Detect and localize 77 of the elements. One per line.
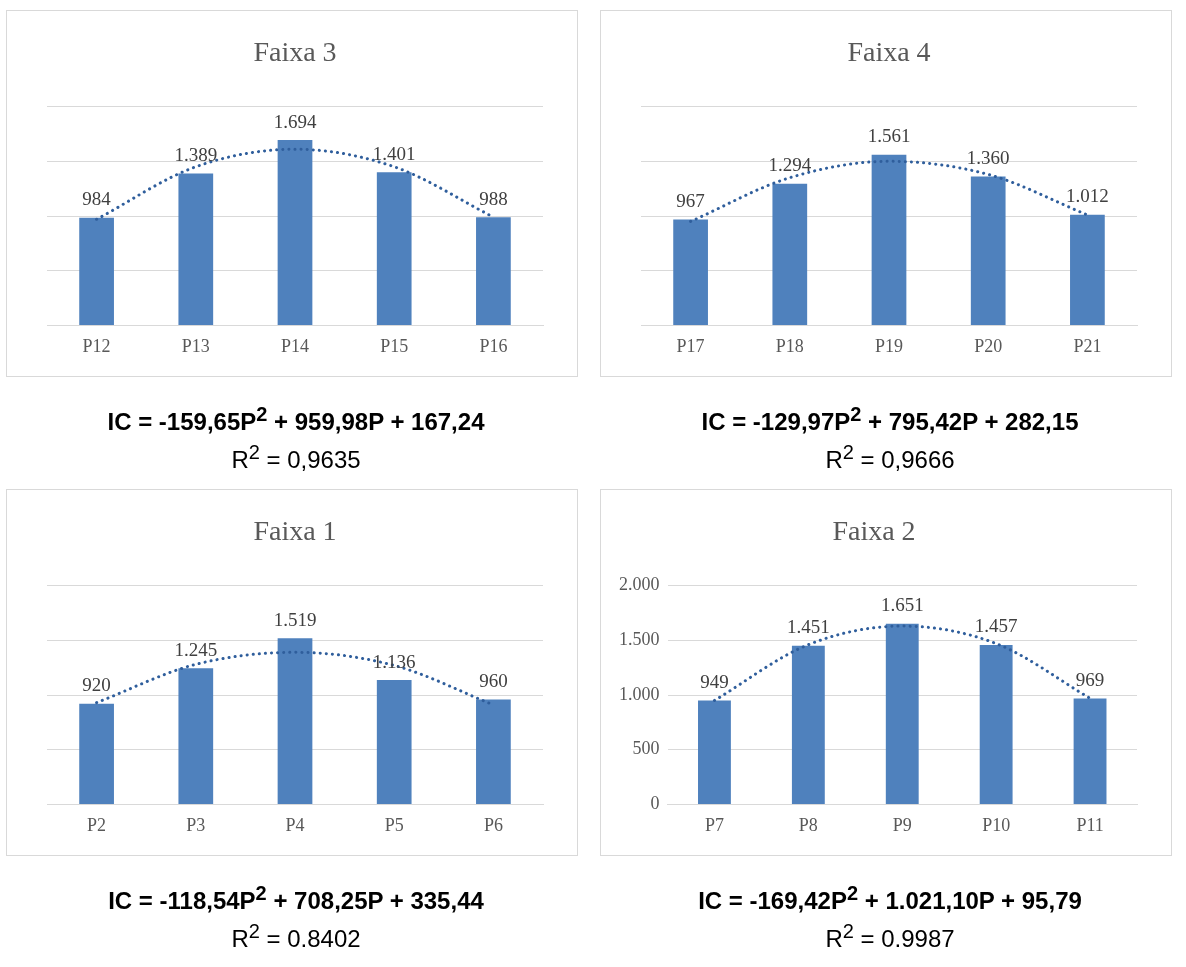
data-label: 1.457 [974, 615, 1018, 637]
bar [791, 645, 825, 804]
x-tick-label: P17 [676, 335, 705, 356]
bar [871, 154, 907, 325]
data-label: 1.012 [1066, 185, 1109, 207]
bar [1073, 698, 1107, 804]
x-tick-label: P11 [1076, 814, 1104, 835]
bar [476, 217, 511, 325]
data-label: 1.360 [966, 147, 1010, 169]
text: IC = -169,42P$^{2}$ + 1.021,10P + 95,79 [697, 881, 1083, 916]
text: R$^{2}$ = 0,9666 [824, 440, 956, 475]
data-label: 949 [700, 671, 729, 693]
data-label: 1.389 [174, 143, 218, 165]
data-label: 1.245 [174, 638, 218, 660]
x-tick-label: P21 [1073, 335, 1102, 356]
data-label: 984 [82, 188, 112, 210]
bar [1070, 214, 1105, 325]
data-label: 960 [479, 669, 508, 691]
x-tick-label: P15 [380, 335, 409, 356]
y-tick-label: 2.000 [619, 574, 660, 595]
data-label: 1.294 [768, 154, 812, 176]
data-label: 920 [82, 674, 111, 696]
y-tick-label: 0 [650, 793, 660, 814]
chart-title: Faixa 4 [847, 36, 931, 68]
text: R$^{2}$ = 0.9987 [824, 919, 956, 954]
x-tick-label: P16 [479, 335, 508, 356]
x-tick-label: P3 [186, 814, 206, 835]
bar [673, 219, 708, 325]
bar [376, 680, 412, 804]
bar [698, 700, 731, 804]
x-tick-label: P18 [775, 335, 804, 356]
text: IC = -118,54P$^{2}$ + 708,25P + 335,44 [107, 881, 485, 916]
text: R$^{2}$ = 0,9635 [230, 440, 362, 475]
x-tick-label: P10 [982, 814, 1011, 835]
data-label: 1.136 [372, 650, 416, 672]
data-label: 988 [479, 187, 508, 209]
text: IC = -129,97P$^{2}$ + 795,42P + 282,15 [700, 402, 1080, 437]
text: IC = -159,65P$^{2}$ + 959,98P + 167,24 [106, 402, 486, 437]
x-tick-label: P20 [974, 335, 1003, 356]
data-label: 1.651 [880, 594, 924, 616]
data-label: 969 [1075, 668, 1105, 690]
x-tick-label: P5 [384, 814, 404, 835]
y-tick-label: 500 [632, 738, 660, 759]
bar [79, 217, 114, 325]
bar [178, 668, 214, 804]
x-tick-label: P2 [87, 814, 107, 835]
bar [79, 703, 114, 804]
x-tick-label: P6 [483, 814, 503, 835]
x-tick-label: P9 [892, 814, 912, 835]
data-label: 1.519 [273, 608, 317, 630]
x-tick-label: P12 [82, 335, 111, 356]
bar [772, 183, 808, 325]
y-tick-label: 1.500 [619, 629, 660, 650]
chart-title: Faixa 2 [832, 515, 916, 547]
x-tick-label: P4 [285, 814, 305, 835]
bar [277, 638, 313, 804]
bar [476, 699, 511, 804]
text: R$^{2}$ = 0.8402 [230, 919, 362, 954]
data-label: 1.451 [786, 616, 830, 638]
data-label: 1.561 [867, 125, 911, 147]
chart-title: Faixa 1 [253, 515, 337, 547]
chart-title: Faixa 3 [253, 36, 337, 68]
bar [885, 623, 919, 804]
x-tick-label: P8 [798, 814, 818, 835]
data-label: 967 [676, 190, 705, 212]
bar [376, 172, 412, 325]
x-tick-label: P19 [874, 335, 904, 356]
x-tick-label: P14 [280, 335, 310, 356]
bar [970, 176, 1006, 325]
bar [178, 173, 214, 325]
x-tick-label: P13 [181, 335, 210, 356]
y-tick-label: 1.000 [619, 683, 660, 704]
x-tick-label: P7 [704, 814, 724, 835]
data-label: 1.401 [372, 142, 416, 164]
data-label: 1.694 [273, 110, 317, 132]
bar [979, 645, 1013, 804]
bar [277, 140, 313, 325]
